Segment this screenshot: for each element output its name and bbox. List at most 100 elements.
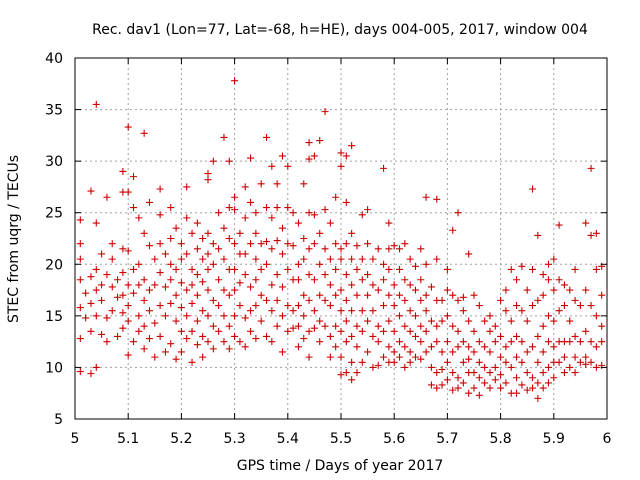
data-point: [87, 187, 95, 195]
data-point: [321, 245, 329, 253]
data-point: [316, 137, 324, 145]
data-point: [172, 291, 180, 299]
data-point: [358, 276, 366, 284]
data-point: [225, 345, 233, 353]
data-point: [300, 335, 308, 343]
data-point: [167, 204, 175, 212]
data-point: [433, 338, 441, 346]
data-point: [284, 240, 292, 248]
data-point: [433, 255, 441, 263]
data-point: [566, 317, 574, 325]
data-point: [497, 332, 505, 340]
data-point: [87, 370, 95, 378]
data-point: [257, 291, 265, 299]
data-point: [422, 348, 430, 356]
data-point: [454, 384, 462, 392]
data-point: [310, 211, 318, 219]
data-point: [188, 281, 196, 289]
data-point: [209, 260, 217, 268]
data-point: [114, 276, 122, 284]
data-point: [247, 327, 255, 335]
data-point: [342, 338, 350, 346]
data-point: [114, 293, 122, 301]
data-point: [326, 302, 334, 310]
data-point: [263, 260, 271, 268]
data-point: [161, 348, 169, 356]
data-point: [278, 152, 286, 160]
data-point: [380, 260, 388, 268]
data-point: [252, 335, 260, 343]
data-point: [241, 314, 249, 322]
data-point: [406, 255, 414, 263]
data-point: [263, 332, 271, 340]
data-point: [592, 343, 600, 351]
data-point: [236, 302, 244, 310]
data-point: [188, 265, 196, 273]
data-point: [161, 250, 169, 258]
data-point: [342, 198, 350, 206]
data-point: [209, 157, 217, 165]
data-point: [486, 384, 494, 392]
data-point: [273, 180, 281, 188]
data-point: [369, 255, 377, 263]
data-point: [220, 224, 228, 232]
data-point: [156, 332, 164, 340]
data-point: [321, 108, 329, 116]
data-point: [268, 307, 276, 315]
data-point: [305, 139, 313, 147]
data-point: [470, 369, 478, 377]
data-point: [278, 283, 286, 291]
data-point: [161, 283, 169, 291]
data-point: [491, 363, 499, 371]
data-point: [582, 219, 590, 227]
data-point: [369, 332, 377, 340]
data-point: [491, 376, 499, 384]
data-point: [177, 304, 185, 312]
data-point: [374, 245, 382, 253]
data-point: [289, 242, 297, 250]
data-point: [252, 302, 260, 310]
data-point: [92, 100, 100, 108]
data-point: [401, 296, 409, 304]
data-point: [300, 255, 308, 263]
data-point: [103, 314, 111, 322]
data-point: [92, 286, 100, 294]
data-point: [385, 265, 393, 273]
data-point: [236, 279, 244, 287]
data-point: [374, 286, 382, 294]
data-point: [454, 343, 462, 351]
data-point: [342, 296, 350, 304]
data-point: [167, 276, 175, 284]
data-point: [204, 229, 212, 237]
data-point: [438, 365, 446, 373]
data-point: [348, 281, 356, 289]
data-point: [114, 332, 122, 340]
data-point: [438, 348, 446, 356]
data-point: [130, 173, 138, 181]
data-point: [348, 229, 356, 237]
data-point: [433, 322, 441, 330]
data-point: [518, 381, 526, 389]
data-point: [502, 343, 510, 351]
data-point: [459, 338, 467, 346]
y-axis-label: STEC from uqrg / TECUs: [6, 155, 22, 323]
data-point: [353, 291, 361, 299]
data-point: [119, 291, 127, 299]
data-point: [145, 307, 153, 315]
data-point: [268, 245, 276, 253]
x-tick-label: 5.2: [170, 431, 192, 447]
data-point: [124, 123, 132, 131]
data-point: [438, 381, 446, 389]
data-point: [374, 322, 382, 330]
data-point: [225, 157, 233, 165]
data-point: [103, 338, 111, 346]
data-point: [390, 242, 398, 250]
data-point: [348, 358, 356, 366]
data-point: [417, 322, 425, 330]
data-point: [390, 281, 398, 289]
data-point: [87, 273, 95, 281]
data-point: [140, 129, 148, 137]
data-point: [220, 312, 228, 320]
y-tick-label: 25: [45, 206, 63, 222]
data-point: [465, 343, 473, 351]
